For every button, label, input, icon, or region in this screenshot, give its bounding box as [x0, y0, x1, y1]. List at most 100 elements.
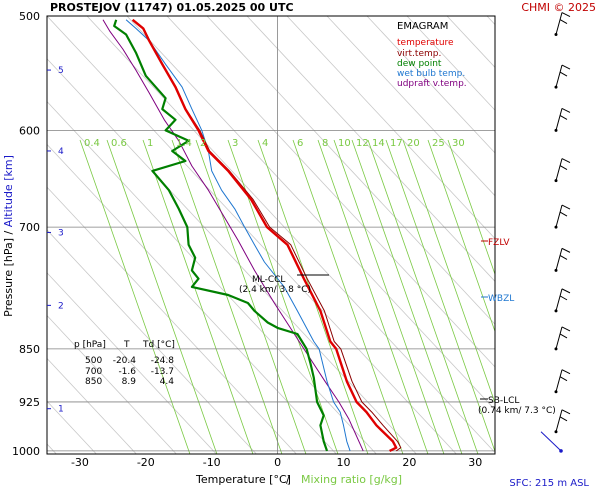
- pressure-tick-label: 600: [19, 124, 40, 137]
- surface-elevation: SFC: 215 m ASL: [509, 478, 589, 489]
- dry-adiabat-line: [567, 16, 600, 454]
- pressure-ticks: 500 600 700 850 925 1000: [12, 10, 40, 458]
- wind-barb-base: [554, 430, 558, 434]
- mixing-ratio-label: 3: [232, 138, 238, 149]
- wind-barb: [554, 247, 571, 272]
- legend-item-virt-temp: virt.temp.: [397, 49, 441, 59]
- series-curves: [102, 18, 402, 452]
- table-cell-t: 8.9: [122, 377, 137, 387]
- level-annotations: FZLV WBZL ML-CCL (2.4 km/ 3.8 °C) SB-LCL…: [239, 238, 556, 416]
- x-axis-label-temp: Temperature [°C]: [195, 473, 291, 486]
- wind-barb-shaft: [555, 288, 563, 312]
- table-header-p: p [hPa]: [74, 340, 106, 350]
- altitude-tick-label: 1: [58, 405, 64, 415]
- mixing-ratio-label: 14: [372, 138, 385, 149]
- wind-barb-shaft: [555, 326, 563, 350]
- wind-barb-flag: [561, 247, 571, 253]
- mixing-ratio-line: [317, 139, 429, 454]
- wind-barb-shaft: [555, 369, 563, 392]
- wind-barb-base: [554, 390, 558, 394]
- mixing-ratio-label: 30: [452, 138, 465, 149]
- legend-item-dew-point: dew point: [397, 59, 442, 69]
- dry-adiabat-line: [47, 58, 417, 454]
- wind-barb-flag: [559, 376, 568, 382]
- mixing-ratio-label: 1.4: [176, 138, 192, 149]
- dry-adiabat-line: [446, 16, 495, 68]
- dry-adiabat-line: [166, 16, 495, 368]
- legend: EMAGRAM temperature virt.temp. dew point…: [397, 21, 467, 89]
- wind-barb-base: [554, 128, 558, 132]
- dry-adiabat-line: [366, 16, 495, 154]
- pressure-tick-label: 1000: [12, 445, 40, 458]
- altitude-tick-label: 4: [58, 147, 64, 157]
- wind-barb-shaft: [555, 12, 563, 35]
- mixing-ratio-label: 8: [322, 138, 328, 149]
- mixing-ratio-label: 4: [262, 138, 268, 149]
- ml-ccl-value: (2.4 km/ 3.8 °C): [239, 285, 311, 295]
- dry-adiabat-line: [47, 101, 377, 454]
- legend-item-temperature: temperature: [397, 38, 454, 48]
- wind-barb: [554, 204, 571, 229]
- wind-barb: [554, 12, 571, 37]
- dry-adiabat-line: [286, 16, 495, 240]
- chart-title: PROSTEJOV (11747) 01.05.2025 00 UTC: [50, 1, 294, 14]
- mixing-ratio-label: 12: [356, 138, 369, 149]
- altitude-tick-label: 5: [58, 66, 64, 76]
- wind-barb-shaft: [555, 204, 563, 228]
- table-cell-p: 700: [85, 367, 102, 377]
- y-axis-label-pressure: Pressure [hPa]: [2, 238, 15, 317]
- dry-adiabat-line: [406, 16, 495, 111]
- surface-wind-dot: [559, 449, 563, 453]
- dry-adiabat-line: [326, 16, 495, 197]
- dry-adiabat-line: [47, 143, 337, 454]
- dry-adiabat-line: [47, 357, 137, 454]
- pressure-tick-label: 925: [19, 396, 40, 409]
- mixing-ratio-label: 0.6: [111, 138, 127, 149]
- wind-barb-shaft: [555, 409, 563, 432]
- sb-lcl-label: SB-LCL: [488, 396, 519, 406]
- wind-barb-flag: [561, 64, 571, 70]
- dry-adiabat-line: [126, 16, 495, 411]
- plot-frame: [46, 15, 496, 455]
- series-dew-point: [113, 19, 329, 452]
- wind-barb-flag: [559, 295, 568, 301]
- wind-barb-base: [554, 225, 558, 229]
- temperature-tick-label: 20: [402, 456, 416, 469]
- wind-barb: [554, 158, 571, 183]
- surface-wind-line: [540, 431, 562, 452]
- table-cell-t: -1.6: [118, 367, 136, 377]
- wind-barb-flag: [561, 288, 571, 294]
- x-axis-label-sep: /: [286, 473, 290, 486]
- temperature-tick-label: -10: [203, 456, 221, 469]
- temperature-tick-label: -30: [71, 456, 89, 469]
- wbzl-label: WBZL: [488, 294, 514, 304]
- wind-barb: [554, 107, 571, 132]
- dry-adiabat-line: [47, 272, 217, 454]
- wind-barb-flag: [561, 158, 571, 164]
- y-axis-label: Pressure [hPa] / Altitude [km]: [2, 155, 15, 317]
- mixing-ratio-line: [227, 139, 339, 454]
- temperature-tick-label: 30: [468, 456, 482, 469]
- background-guides: [47, 16, 600, 454]
- wind-barb-flag: [561, 12, 571, 17]
- wind-barb-base: [554, 85, 558, 89]
- temperature-ticks: -30 -20 -10 0 10 20 30: [71, 456, 482, 469]
- fzlv-label: FZLV: [488, 238, 510, 248]
- y-axis-label-sep: /: [2, 227, 15, 238]
- wind-barb-flag: [559, 71, 568, 77]
- series-udpraft-v-temp: [102, 19, 364, 452]
- table-header-t: T: [123, 340, 130, 350]
- altitude-tick-label: 3: [58, 228, 64, 238]
- copyright: CHMI © 2025: [521, 1, 596, 14]
- wind-barb-flag: [561, 326, 571, 332]
- temperature-tick-label: 10: [336, 456, 350, 469]
- dry-adiabat-line: [486, 16, 495, 26]
- legend-item-updraft: udpraft v.temp.: [397, 79, 467, 89]
- table-cell-p: 500: [85, 356, 102, 366]
- wind-barb-flag: [559, 114, 568, 120]
- wind-barb-shaft: [555, 108, 563, 131]
- dry-adiabat-line: [47, 186, 297, 454]
- legend-title: EMAGRAM: [397, 21, 448, 32]
- table-header-td: Td [°C]: [142, 340, 175, 350]
- wind-barb-flag: [559, 416, 568, 422]
